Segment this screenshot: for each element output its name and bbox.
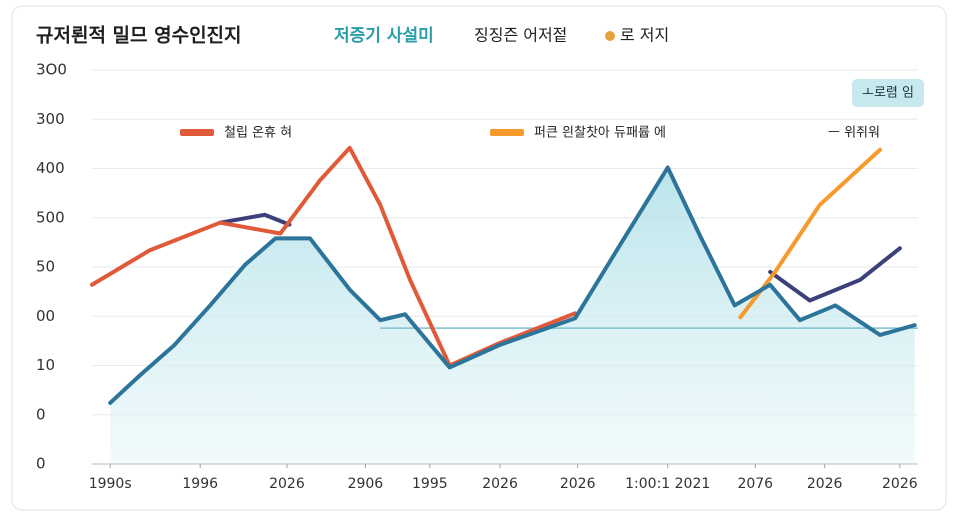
x-tick-label: 1995	[412, 476, 448, 492]
y-tick-label: 400	[36, 159, 65, 177]
legend-swatch	[180, 129, 214, 136]
series-line	[738, 147, 883, 320]
y-tick-label: 0	[36, 405, 46, 423]
legend-label[interactable]: ㅡ 위쥐워	[828, 126, 880, 141]
y-tick-label: 10	[36, 356, 55, 374]
y-tick-label: 300	[36, 110, 65, 128]
x-tick-label: 2076	[737, 476, 773, 492]
x-tick-label: 2026	[882, 476, 918, 492]
badge[interactable]	[852, 79, 924, 107]
series-line	[108, 165, 917, 405]
legend-label[interactable]: 퍼큰 읜찰찻아 듀패륩 에	[534, 126, 666, 141]
y-tick-label: 50	[36, 258, 55, 276]
subtitle: 징징즌 어저젙	[474, 26, 567, 45]
x-tick-label: 1:00:1 2021	[625, 476, 710, 492]
x-tick-label: 2026	[560, 476, 596, 492]
y-tick-label: 3O0	[36, 61, 67, 79]
series-line	[218, 212, 902, 303]
subtitle: 저증기 사설미	[334, 26, 434, 46]
y-tick-label: 0	[36, 455, 46, 473]
badge-label[interactable]: ㅗ로렴 임	[862, 86, 914, 101]
x-tick-label: 1996	[182, 476, 218, 492]
chart-title: 규저뢴적 밀므 영수인진지	[36, 25, 242, 47]
x-tick-label: 1990s	[89, 476, 132, 492]
y-tick-label: 500	[36, 208, 65, 226]
x-tick-label: 2026	[482, 476, 518, 492]
legend-swatch	[490, 129, 524, 136]
x-tick-label: 2026	[807, 476, 843, 492]
legend-label[interactable]: 철립 온휴 혀	[224, 126, 292, 141]
x-tick-label: 2026	[269, 476, 305, 492]
x-tick-label: 2906	[348, 476, 384, 492]
subtitle: 로 저지	[620, 26, 669, 45]
y-tick-label: 00	[36, 307, 55, 325]
dot	[605, 31, 615, 41]
